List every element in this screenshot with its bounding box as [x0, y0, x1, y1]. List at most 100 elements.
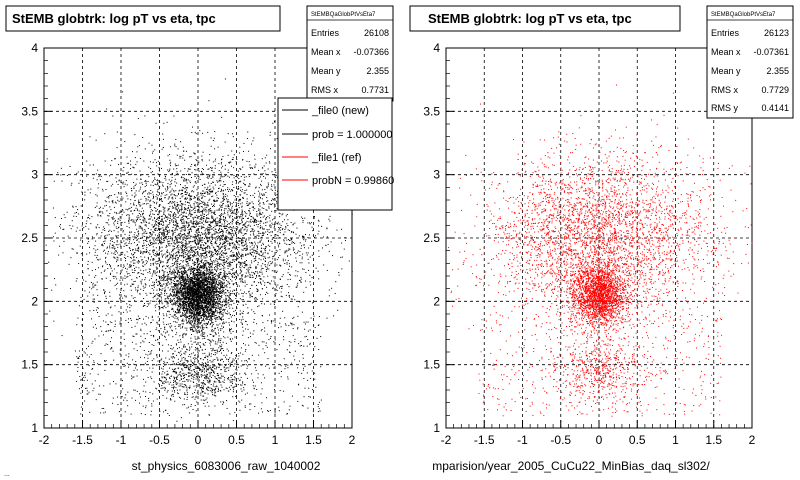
left-point	[113, 246, 115, 248]
left-point	[166, 218, 168, 220]
left-point	[209, 252, 211, 254]
left-point	[220, 176, 222, 178]
left-point	[269, 245, 271, 247]
left-point	[191, 396, 193, 398]
left-point	[186, 238, 188, 240]
left-point	[142, 340, 144, 342]
left-point	[184, 346, 186, 348]
left-point	[214, 405, 216, 407]
left-point	[242, 334, 244, 336]
left-point	[107, 253, 109, 255]
left-point	[124, 141, 126, 143]
left-point	[105, 188, 107, 190]
left-point	[244, 405, 246, 407]
left-point	[106, 330, 108, 332]
left-point	[255, 276, 257, 278]
left-point	[197, 251, 199, 253]
left-point	[210, 286, 212, 288]
left-point	[227, 377, 229, 379]
left-point	[217, 306, 219, 308]
left-point	[143, 341, 145, 343]
left-point	[192, 320, 194, 322]
left-point	[86, 220, 88, 222]
left-point	[218, 276, 220, 278]
left-point	[254, 208, 256, 210]
left-point	[317, 403, 319, 405]
left-point	[209, 270, 211, 272]
left-point	[234, 377, 236, 379]
left-point	[212, 288, 214, 290]
left-point	[228, 161, 230, 163]
left-point	[279, 317, 281, 319]
left-point	[224, 141, 226, 143]
left-point	[199, 248, 201, 250]
left-point	[178, 216, 180, 218]
left-point	[252, 203, 254, 205]
left-point	[86, 217, 88, 219]
left-point	[188, 234, 190, 236]
left-point	[220, 329, 222, 331]
left-point	[219, 184, 221, 186]
left-point	[99, 175, 101, 177]
left-point	[284, 252, 286, 254]
left-point	[146, 221, 148, 223]
left-point	[182, 195, 184, 197]
left-point	[165, 285, 167, 287]
left-point	[234, 247, 236, 249]
left-point	[248, 217, 250, 219]
left-point	[222, 254, 224, 256]
left-point	[191, 293, 193, 295]
left-point	[194, 366, 196, 368]
left-point	[211, 390, 213, 392]
left-point	[151, 378, 153, 380]
left-point	[219, 228, 221, 230]
left-point	[162, 213, 164, 215]
left-point	[246, 229, 248, 231]
left-point	[163, 280, 165, 282]
left-point	[227, 133, 229, 135]
left-point	[172, 289, 174, 291]
left-point	[232, 159, 234, 161]
left-point	[248, 291, 250, 293]
left-point	[253, 196, 255, 198]
left-point	[175, 387, 177, 389]
left-point	[176, 379, 178, 381]
left-point	[212, 293, 214, 295]
left-point	[290, 322, 292, 324]
left-point	[220, 217, 222, 219]
left-point	[145, 181, 147, 183]
left-point	[192, 311, 194, 313]
left-point	[153, 207, 155, 209]
left-point	[247, 270, 249, 272]
left-point	[183, 179, 185, 181]
left-point	[247, 131, 249, 133]
left-point	[176, 318, 178, 320]
left-point	[187, 262, 189, 264]
left-point	[189, 369, 191, 371]
left-point	[204, 405, 206, 407]
left-point	[172, 395, 174, 397]
left-point	[190, 285, 192, 287]
left-point	[223, 256, 225, 258]
left-point	[192, 362, 194, 364]
left-point	[177, 212, 179, 214]
left-point	[220, 377, 222, 379]
left-point	[245, 222, 247, 224]
left-point	[187, 229, 189, 231]
left-point	[306, 254, 308, 256]
left-point	[235, 271, 237, 273]
left-point	[152, 185, 154, 187]
left-point	[143, 287, 145, 289]
left-point	[183, 299, 185, 301]
left-point	[156, 298, 158, 300]
left-point	[261, 189, 263, 191]
left-point	[98, 335, 100, 337]
left-point	[188, 252, 190, 254]
left-point	[208, 287, 210, 289]
left-point	[180, 287, 182, 289]
left-point	[207, 245, 209, 247]
left-point	[138, 216, 140, 218]
left-point	[134, 157, 136, 159]
left-point	[255, 271, 257, 273]
left-point	[208, 354, 210, 356]
